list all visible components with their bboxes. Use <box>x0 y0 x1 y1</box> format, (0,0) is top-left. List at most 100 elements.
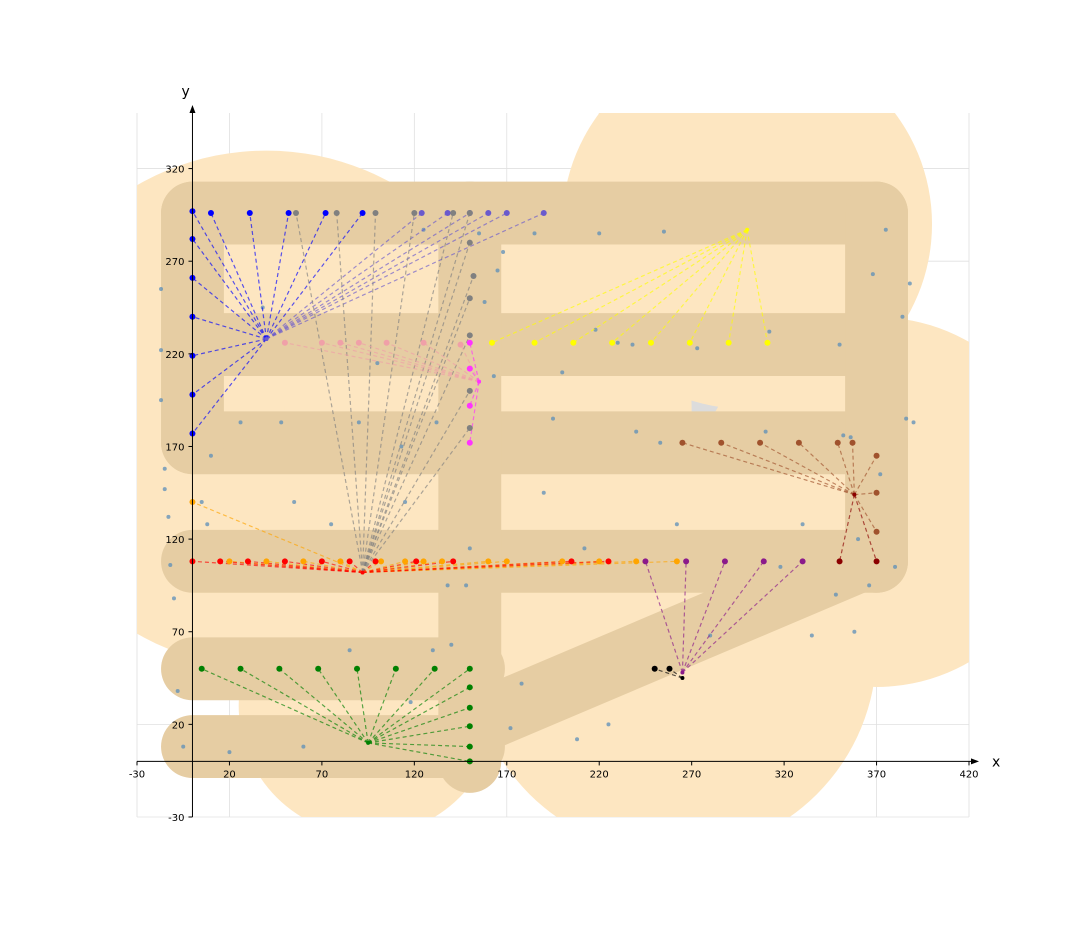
point-green <box>392 665 399 672</box>
point-red <box>346 558 353 565</box>
connection-line-purple <box>681 561 687 673</box>
point-green <box>431 665 438 672</box>
background-point <box>541 490 546 495</box>
point-pink <box>420 339 427 346</box>
connection-line-slateblue <box>266 212 545 340</box>
group-points <box>189 208 880 765</box>
point-sienna <box>873 452 880 459</box>
connection-line-grey <box>362 298 471 573</box>
point-blue <box>359 210 366 217</box>
connection-line-yellow <box>746 229 769 343</box>
point-slateblue <box>444 210 451 217</box>
point-yellow <box>686 339 693 346</box>
background-point <box>630 342 635 347</box>
connection-line-pink <box>321 342 480 383</box>
point-red <box>318 558 325 565</box>
point-yellow <box>488 339 495 346</box>
connection-line-yellow <box>650 229 748 344</box>
connection-line-slateblue <box>266 212 489 340</box>
point-red <box>605 558 612 565</box>
hub-yellow <box>745 227 750 232</box>
background-point <box>329 522 334 527</box>
background-point <box>162 487 167 492</box>
point-purple <box>721 558 728 565</box>
background-point <box>778 564 783 569</box>
connection-line-sienna <box>851 442 855 495</box>
connection-line-slateblue <box>266 212 508 340</box>
point-grey <box>466 239 473 246</box>
background-point <box>175 689 180 694</box>
background-point <box>356 420 361 425</box>
background-point <box>166 514 171 519</box>
connection-line-slateblue <box>266 212 448 340</box>
point-yellow <box>764 339 771 346</box>
connection-line-darkred <box>838 494 855 562</box>
point-darkred <box>873 558 880 565</box>
connection-line-blue <box>192 277 267 340</box>
connection-line-yellow <box>728 229 748 343</box>
connection-line-blue <box>192 316 267 340</box>
point-grey <box>411 210 418 217</box>
background-point <box>907 281 912 286</box>
connection-line-yellow <box>534 229 748 344</box>
connection-line-green <box>367 668 397 744</box>
background-point <box>159 348 164 353</box>
hub-slateblue <box>264 337 269 342</box>
background-point <box>162 466 167 471</box>
connection-line-blue <box>249 212 268 340</box>
point-orange <box>559 558 566 565</box>
point-orange <box>633 558 640 565</box>
y-tick-label: 220 <box>165 350 184 361</box>
connection-line-black <box>654 668 683 679</box>
connection-line-purple <box>682 560 804 673</box>
point-orange <box>378 558 385 565</box>
point-orange <box>263 558 270 565</box>
background-point <box>519 681 524 686</box>
point-grey <box>466 295 473 302</box>
hub-darkred <box>852 492 857 497</box>
background-point <box>878 472 883 477</box>
connection-line-sienna <box>798 442 855 496</box>
connection-line-blue <box>265 212 364 340</box>
point-orange <box>439 558 446 565</box>
point-green <box>198 665 205 672</box>
hub-black <box>680 676 685 681</box>
background-point <box>199 500 204 505</box>
point-green <box>354 665 361 672</box>
connection-line-blue <box>210 212 267 340</box>
connection-line-red <box>321 560 363 574</box>
point-red <box>413 558 420 565</box>
background-point <box>593 327 598 332</box>
connection-line-grey <box>295 212 364 573</box>
background-point <box>893 564 898 569</box>
connection-line-green <box>278 668 369 744</box>
point-grey <box>372 210 379 217</box>
background-point <box>375 361 380 366</box>
point-pink <box>383 339 390 346</box>
point-red <box>450 558 457 565</box>
point-orange <box>402 558 409 565</box>
connection-line-magenta <box>469 381 480 443</box>
point-yellow <box>570 339 577 346</box>
y-tick-label: 270 <box>165 257 184 268</box>
point-red <box>568 558 575 565</box>
background-point <box>848 435 853 440</box>
point-orange <box>420 558 427 565</box>
point-sienna <box>718 439 725 446</box>
background-point <box>551 416 555 421</box>
background-point <box>434 420 439 425</box>
connection-line-green <box>367 668 436 744</box>
point-green <box>466 684 473 691</box>
point-green <box>466 665 473 672</box>
point-darkred <box>836 558 843 565</box>
connection-line-green <box>368 725 470 744</box>
background-point <box>841 433 846 438</box>
connection-line-sienna <box>853 455 878 495</box>
x-axis-label: x <box>992 754 1000 770</box>
point-purple <box>683 558 690 565</box>
point-grey <box>466 210 473 217</box>
background-point <box>181 744 186 749</box>
connection-line-slateblue <box>266 212 471 340</box>
connection-line-grey <box>361 242 471 573</box>
